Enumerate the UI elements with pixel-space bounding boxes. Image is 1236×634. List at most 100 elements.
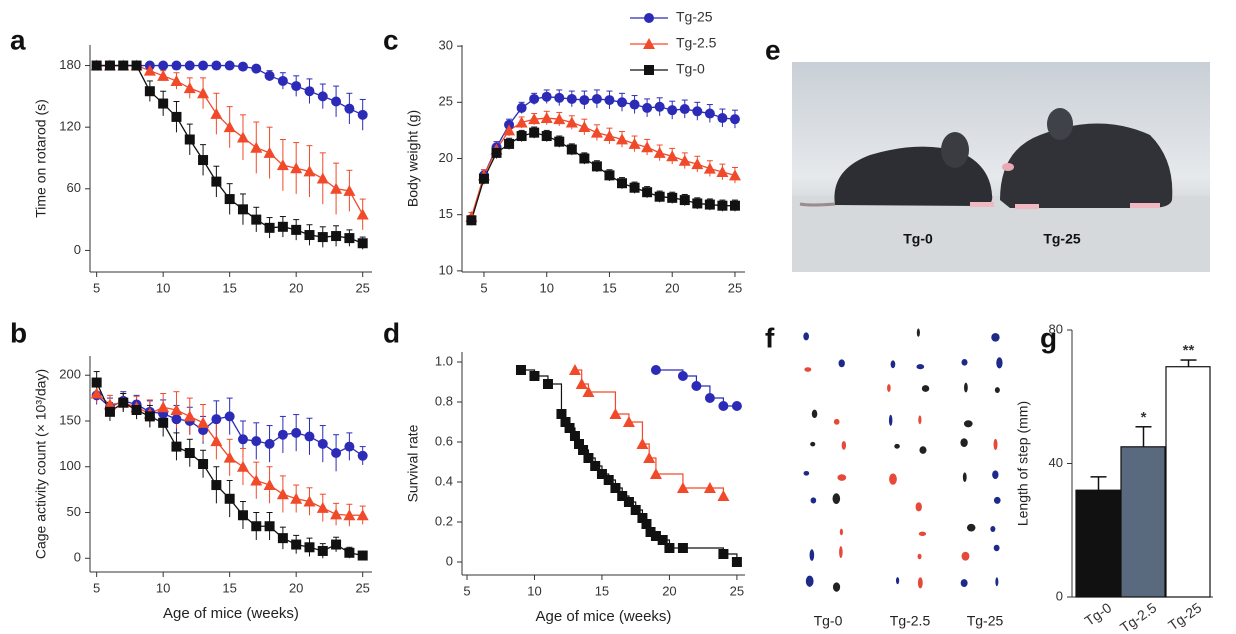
marker — [343, 509, 356, 521]
footprint — [810, 441, 816, 447]
marker — [104, 406, 115, 417]
marker — [237, 510, 248, 521]
marker — [583, 453, 594, 463]
x-tick-label: 20 — [289, 580, 303, 595]
marker — [654, 101, 665, 112]
x-tick-label: Tg-25 — [1165, 599, 1204, 633]
marker — [578, 445, 589, 455]
y-tick-label: 0.6 — [435, 433, 453, 448]
marker — [579, 153, 590, 164]
marker — [540, 112, 553, 124]
marker — [704, 393, 715, 403]
marker — [237, 204, 248, 215]
footprints — [803, 328, 1003, 592]
marker — [198, 60, 209, 71]
marker — [541, 91, 552, 102]
marker — [264, 70, 275, 81]
y-axis-label: Length of step (mm) — [1015, 401, 1031, 526]
marker — [277, 533, 288, 544]
marker — [210, 107, 223, 119]
footprint — [894, 443, 900, 449]
marker — [211, 480, 222, 491]
legend-label: Tg-25 — [676, 9, 713, 25]
marker — [290, 492, 303, 504]
marker — [692, 198, 703, 209]
y-tick-label: 30 — [439, 38, 453, 53]
legend-label: Tg-0 — [676, 61, 705, 77]
marker — [529, 93, 540, 104]
marker — [211, 60, 222, 71]
marker — [679, 195, 690, 206]
y-tick-label: 0.2 — [435, 513, 453, 528]
marker — [666, 150, 679, 162]
marker — [596, 469, 607, 479]
marker — [642, 102, 653, 113]
panel-label: f — [765, 322, 775, 353]
x-axis-label: Age of mice (weeks) — [536, 608, 672, 625]
footprint — [832, 582, 841, 592]
marker — [560, 417, 571, 427]
marker — [198, 155, 209, 166]
marker — [157, 69, 170, 81]
marker — [331, 448, 342, 459]
marker — [184, 134, 195, 145]
x-tick-label: 20 — [662, 583, 676, 598]
marker — [183, 410, 196, 422]
marker — [578, 121, 591, 133]
marker — [224, 194, 235, 205]
marker — [357, 450, 368, 461]
significance: ** — [1183, 342, 1195, 359]
footprint — [889, 473, 897, 485]
marker — [276, 488, 289, 500]
x-tick-label: 25 — [730, 583, 744, 598]
marker — [211, 176, 222, 187]
marker — [223, 451, 236, 463]
footprint — [990, 526, 996, 533]
footprint — [833, 418, 840, 425]
marker — [291, 81, 302, 92]
footprint — [841, 440, 847, 450]
panel-label: b — [10, 317, 27, 348]
marker — [171, 60, 182, 71]
footprint — [837, 474, 847, 481]
survival-line — [520, 369, 738, 562]
y-tick-label: 10 — [439, 262, 453, 277]
marker — [118, 60, 129, 71]
marker — [223, 121, 236, 133]
marker — [344, 233, 355, 244]
marker — [541, 131, 552, 142]
footprint — [996, 357, 1003, 369]
marker — [641, 141, 654, 153]
footprint — [919, 446, 927, 454]
marker — [516, 102, 527, 113]
marker — [357, 109, 368, 120]
marker — [515, 365, 526, 375]
y-tick-label: 20 — [439, 150, 453, 165]
footprint — [917, 577, 923, 589]
footprint — [811, 409, 818, 419]
y-tick-label: 25 — [439, 94, 453, 109]
footprint — [961, 359, 968, 366]
marker — [617, 491, 628, 501]
y-tick-label: 50 — [67, 504, 81, 519]
marker — [211, 414, 222, 425]
marker — [304, 230, 315, 241]
marker — [667, 105, 678, 116]
marker — [729, 200, 740, 211]
marker — [264, 438, 275, 449]
marker — [553, 113, 566, 125]
marker — [515, 116, 528, 128]
x-tick-label: 25 — [728, 280, 742, 295]
marker — [678, 154, 691, 166]
marker — [717, 200, 728, 211]
marker — [644, 13, 654, 23]
footprint — [832, 493, 841, 505]
marker — [703, 482, 716, 493]
footprint — [964, 382, 968, 393]
marker — [357, 550, 368, 561]
marker — [644, 65, 654, 75]
footprint — [962, 472, 967, 483]
footprint — [993, 496, 1001, 504]
marker — [118, 397, 129, 408]
x-tick-label: 15 — [222, 580, 236, 595]
